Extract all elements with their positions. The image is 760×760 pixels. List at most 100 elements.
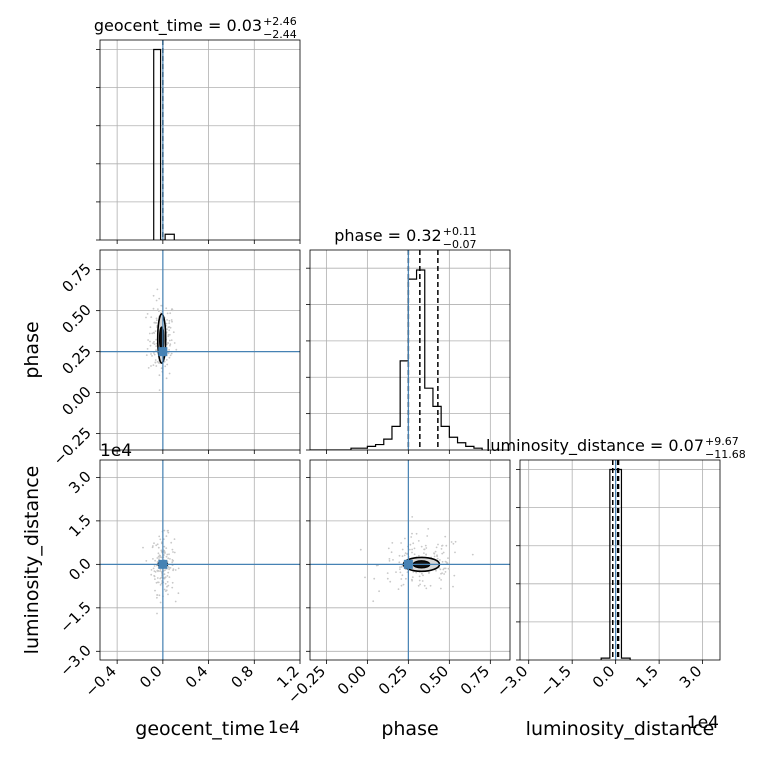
sample-point [438,577,441,579]
sample-point [447,567,450,570]
sample-point [386,577,389,580]
sample-point [170,339,173,341]
y-tick-label: −3.0 [56,641,94,679]
sample-point [168,322,171,325]
sample-point [372,600,375,603]
sample-point [172,331,175,334]
x-axis-label-geocent_time: geocent_time [135,718,264,740]
sample-point [148,332,151,335]
sample-point [158,558,160,560]
sample-point [421,572,423,575]
sample-point [166,363,169,366]
sample-point [160,549,163,552]
sample-point [172,568,175,571]
sample-point [392,559,394,561]
sample-point [168,333,171,336]
sample-point [169,344,171,347]
grid [520,460,720,660]
sample-point [146,313,149,315]
sample-point [375,564,378,567]
sample-point [409,543,412,546]
title-prefix: geocent_time = [94,16,227,36]
sample-point [163,551,166,553]
title-text: geocent_time = 0.03 [94,16,262,36]
offset-text-geocent_time: 1e4 [268,718,300,738]
sample-point [410,536,413,538]
panel-content [100,250,300,450]
sample-point [420,545,423,548]
sample-point [444,571,447,573]
sample-point [444,567,447,570]
sample-point [436,554,438,557]
sample-point [149,326,152,329]
sample-point [157,581,159,584]
sample-point [155,349,158,352]
sample-point [441,572,443,574]
sample-point [151,332,154,335]
x-tick-label: 0.00 [334,662,370,698]
x-tick-label: −0.4 [81,662,119,700]
sample-point [441,560,444,563]
x-tick-label: 0.50 [416,662,452,698]
sample-point [147,367,150,369]
sample-point [159,601,162,604]
sample-point [166,585,168,588]
sample-point [165,547,168,549]
sample-point [153,353,156,356]
sample-point [415,532,418,535]
sample-point [153,341,155,343]
sample-point [171,561,174,564]
sample-point [171,581,174,584]
sample-point [170,352,173,355]
y-tick-label: 1.5 [65,511,95,541]
sample-point [413,547,416,550]
x-axis-label-luminosity_distance: luminosity_distance [526,718,715,740]
sample-point [419,583,421,586]
sample-point [177,592,180,595]
sample-point [386,572,389,574]
sample-point [168,349,171,351]
sample-point [158,297,161,300]
sample-point [174,600,177,603]
offset-text-luminosity_distance-x: 1e4 [687,713,719,733]
sample-point [153,575,156,578]
sample-point [401,555,404,558]
sample-point [439,568,442,571]
panel-content [310,250,483,450]
histogram-phase [310,269,483,450]
sample-point [146,348,149,350]
sample-point [177,567,180,570]
sample-point [453,574,456,577]
sample-point [168,319,171,322]
sample-point [163,577,166,580]
panel-frame [99,39,301,241]
panel-luminosity_distance-vs-phase [306,459,511,664]
y-axis-label-luminosity_distance: luminosity_distance [21,466,43,655]
sample-point [442,568,445,571]
sample-point [167,335,170,338]
sample-point [415,571,418,574]
sample-point [168,568,171,571]
sample-point [153,542,155,545]
sample-point [168,553,170,556]
sample-point [150,353,152,355]
sample-point [157,569,160,572]
x-tick-label: 0.4 [182,662,212,692]
sample-point [142,546,144,549]
sample-point [167,557,170,560]
sample-point [169,326,172,329]
sample-point [423,548,425,551]
sample-point [167,566,170,568]
sample-point [397,588,400,590]
sample-point [155,345,158,347]
sample-point [168,356,171,359]
x-tick-label: 3.0 [676,662,706,692]
sample-point [145,354,148,356]
sample-point [411,548,413,551]
sample-point [160,576,163,579]
sample-point [154,578,156,580]
sample-point [418,579,421,582]
sample-point [169,558,171,560]
sample-point [157,555,160,558]
